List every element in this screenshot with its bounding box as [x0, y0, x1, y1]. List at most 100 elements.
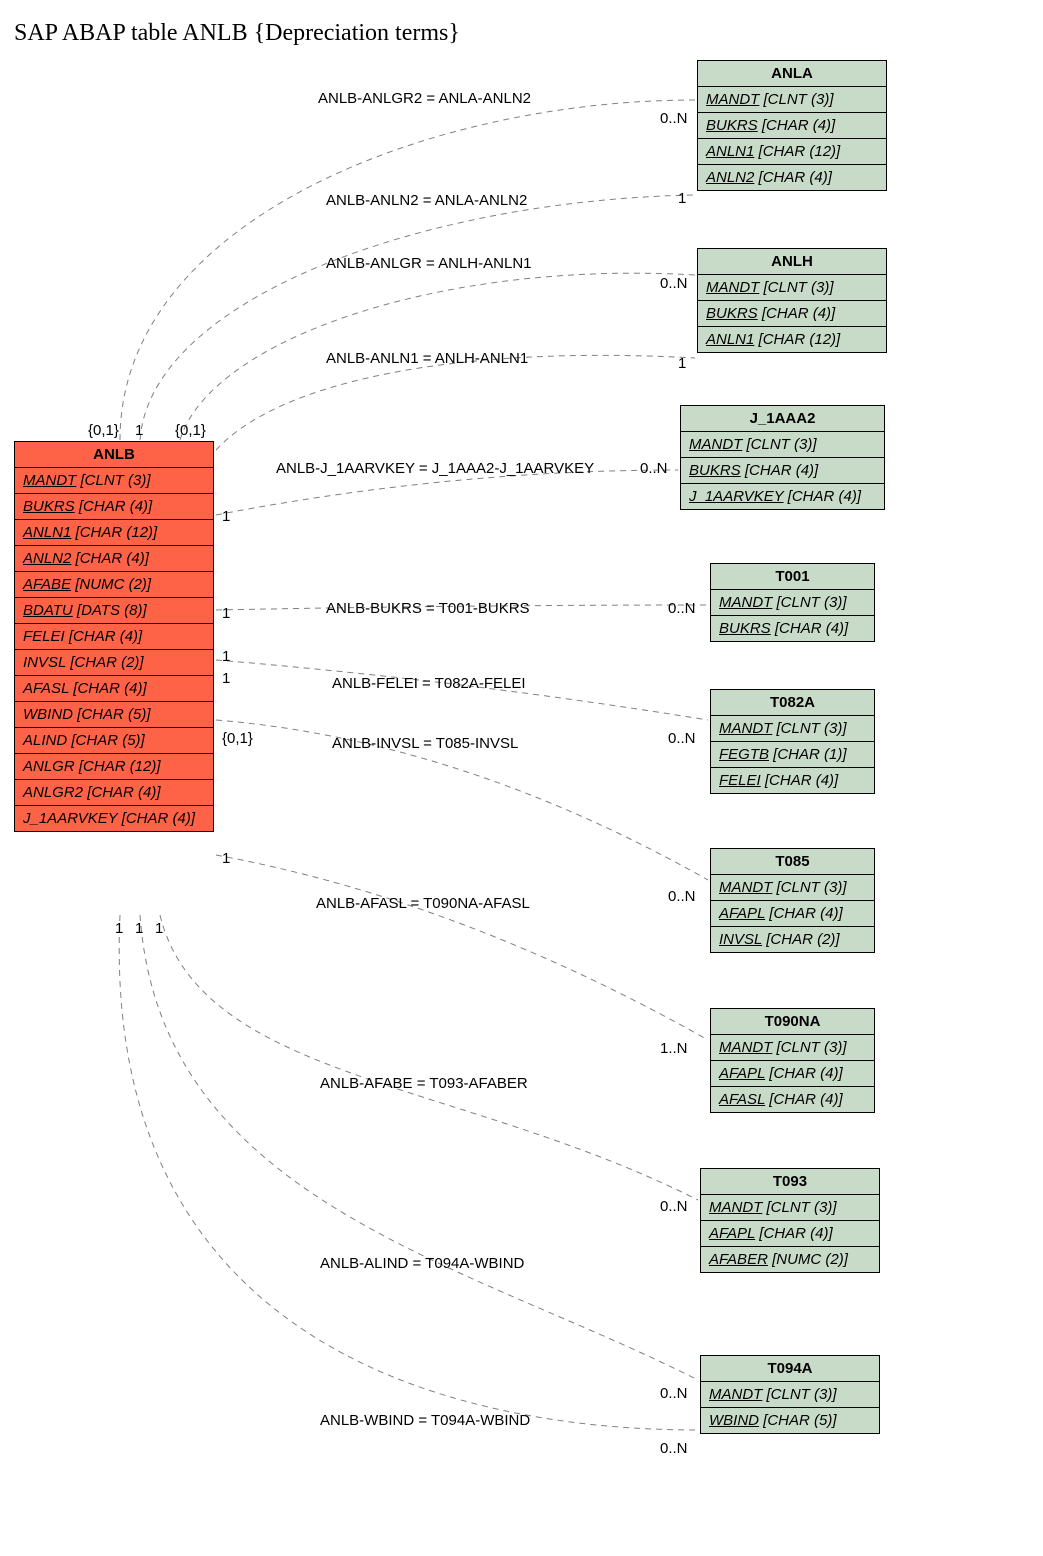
entity-field: MANDT [CLNT (3)]	[15, 468, 214, 494]
entity-field: ANLGR2 [CHAR (4)]	[15, 780, 214, 806]
relationship-edge	[216, 355, 695, 450]
entity-header: T085	[711, 849, 875, 875]
edge-label: ANLB-BUKRS = T001-BUKRS	[326, 600, 530, 617]
entity-field: MANDT [CLNT (3)]	[711, 875, 875, 901]
cardinality-label: 1	[678, 190, 686, 207]
cardinality-label: 0..N	[660, 1440, 688, 1457]
entity-field: MANDT [CLNT (3)]	[701, 1382, 880, 1408]
entity-field: MANDT [CLNT (3)]	[701, 1195, 880, 1221]
cardinality-label: 0..N	[660, 1198, 688, 1215]
edge-label: ANLB-ALIND = T094A-WBIND	[320, 1255, 524, 1272]
edge-label: ANLB-ANLN2 = ANLA-ANLN2	[326, 192, 527, 209]
entity-field: AFABER [NUMC (2)]	[701, 1247, 880, 1273]
cardinality-label: {0,1}	[175, 422, 206, 439]
edge-label: ANLB-ANLGR = ANLH-ANLN1	[326, 255, 532, 272]
entity-field: MANDT [CLNT (3)]	[711, 1035, 875, 1061]
entity-field: J_1AARVKEY [CHAR (4)]	[15, 806, 214, 832]
entity-anla: ANLAMANDT [CLNT (3)]BUKRS [CHAR (4)]ANLN…	[697, 60, 887, 191]
cardinality-label: 0..N	[668, 600, 696, 617]
edge-label: ANLB-FELEI = T082A-FELEI	[332, 675, 526, 692]
entity-t094a: T094AMANDT [CLNT (3)]WBIND [CHAR (5)]	[700, 1355, 880, 1434]
entity-header: T093	[701, 1169, 880, 1195]
edge-label: ANLB-INVSL = T085-INVSL	[332, 735, 518, 752]
cardinality-label: 1	[222, 648, 230, 665]
entity-field: AFAPL [CHAR (4)]	[711, 1061, 875, 1087]
entity-t082a: T082AMANDT [CLNT (3)]FEGTB [CHAR (1)]FEL…	[710, 689, 875, 794]
entity-t001: T001MANDT [CLNT (3)]BUKRS [CHAR (4)]	[710, 563, 875, 642]
cardinality-label: 1	[222, 605, 230, 622]
cardinality-label: 1	[222, 670, 230, 687]
entity-j_1aaa2: J_1AAA2MANDT [CLNT (3)]BUKRS [CHAR (4)]J…	[680, 405, 885, 510]
entity-field: AFASL [CHAR (4)]	[15, 676, 214, 702]
cardinality-label: 1	[135, 920, 143, 937]
entity-field: ANLN1 [CHAR (12)]	[698, 327, 887, 353]
cardinality-label: {0,1}	[88, 422, 119, 439]
page-title: SAP ABAP table ANLB {Depreciation terms}	[14, 20, 460, 47]
cardinality-label: 1	[222, 850, 230, 867]
entity-header: ANLH	[698, 249, 887, 275]
edge-label: ANLB-AFABE = T093-AFABER	[320, 1075, 528, 1092]
entity-field: MANDT [CLNT (3)]	[711, 716, 875, 742]
entity-header: ANLA	[698, 61, 887, 87]
cardinality-label: 0..N	[660, 110, 688, 127]
cardinality-label: 0..N	[668, 888, 696, 905]
entity-field: BUKRS [CHAR (4)]	[711, 616, 875, 642]
cardinality-label: 1	[155, 920, 163, 937]
entity-field: BUKRS [CHAR (4)]	[698, 301, 887, 327]
cardinality-label: 1	[135, 422, 143, 439]
entity-t085: T085MANDT [CLNT (3)]AFAPL [CHAR (4)]INVS…	[710, 848, 875, 953]
entity-field: FELEI [CHAR (4)]	[711, 768, 875, 794]
entity-header: ANLB	[15, 442, 214, 468]
entity-field: WBIND [CHAR (5)]	[15, 702, 214, 728]
cardinality-label: 0..N	[660, 1385, 688, 1402]
edge-label: ANLB-J_1AARVKEY = J_1AAA2-J_1AARVKEY	[276, 460, 594, 477]
cardinality-label: 0..N	[668, 730, 696, 747]
entity-field: BDATU [DATS (8)]	[15, 598, 214, 624]
entity-field: WBIND [CHAR (5)]	[701, 1408, 880, 1434]
edge-label: ANLB-WBIND = T094A-WBIND	[320, 1412, 530, 1429]
entity-field: INVSL [CHAR (2)]	[711, 927, 875, 953]
entity-field: ANLN1 [CHAR (12)]	[698, 139, 887, 165]
cardinality-label: {0,1}	[222, 730, 253, 747]
entity-anlb: ANLBMANDT [CLNT (3)]BUKRS [CHAR (4)] ANLN…	[14, 441, 214, 832]
entity-field: BUKRS [CHAR (4)]	[681, 458, 885, 484]
entity-anlh: ANLHMANDT [CLNT (3)]BUKRS [CHAR (4)]ANLN…	[697, 248, 887, 353]
entity-field: MANDT [CLNT (3)]	[681, 432, 885, 458]
edge-label: ANLB-ANLGR2 = ANLA-ANLN2	[318, 90, 531, 107]
entity-field: AFAPL [CHAR (4)]	[711, 901, 875, 927]
entity-header: T094A	[701, 1356, 880, 1382]
entity-header: T090NA	[711, 1009, 875, 1035]
cardinality-label: 1..N	[660, 1040, 688, 1057]
entity-field: ANLGR [CHAR (12)]	[15, 754, 214, 780]
entity-field: ANLN2 [CHAR (4)]	[15, 546, 214, 572]
relationship-edge	[160, 915, 698, 1200]
relationship-edge	[140, 195, 695, 440]
entity-field: AFABE [NUMC (2)]	[15, 572, 214, 598]
relationship-edge	[140, 915, 698, 1380]
cardinality-label: 0..N	[640, 460, 668, 477]
cardinality-label: 1	[222, 508, 230, 525]
entity-field: AFAPL [CHAR (4)]	[701, 1221, 880, 1247]
relationship-edge	[216, 855, 708, 1040]
entity-header: J_1AAA2	[681, 406, 885, 432]
entity-header: T082A	[711, 690, 875, 716]
cardinality-label: 1	[678, 355, 686, 372]
cardinality-label: 0..N	[660, 275, 688, 292]
entity-header: T001	[711, 564, 875, 590]
entity-field: MANDT [CLNT (3)]	[711, 590, 875, 616]
entity-field: MANDT [CLNT (3)]	[698, 275, 887, 301]
entity-field: INVSL [CHAR (2)]	[15, 650, 214, 676]
entity-field: ANLN2 [CHAR (4)]	[698, 165, 887, 191]
entity-field: ALIND [CHAR (5)]	[15, 728, 214, 754]
edge-label: ANLB-AFASL = T090NA-AFASL	[316, 895, 530, 912]
entity-field: FEGTB [CHAR (1)]	[711, 742, 875, 768]
edge-label: ANLB-ANLN1 = ANLH-ANLN1	[326, 350, 528, 367]
entity-t093: T093MANDT [CLNT (3)]AFAPL [CHAR (4)]AFAB…	[700, 1168, 880, 1273]
entity-t090na: T090NAMANDT [CLNT (3)]AFAPL [CHAR (4)]AF…	[710, 1008, 875, 1113]
entity-field: FELEI [CHAR (4)]	[15, 624, 214, 650]
cardinality-label: 1	[115, 920, 123, 937]
entity-field: BUKRS [CHAR (4)]	[698, 113, 887, 139]
entity-field: AFASL [CHAR (4)]	[711, 1087, 875, 1113]
entity-field: MANDT [CLNT (3)]	[698, 87, 887, 113]
entity-field: BUKRS [CHAR (4)]	[15, 494, 214, 520]
